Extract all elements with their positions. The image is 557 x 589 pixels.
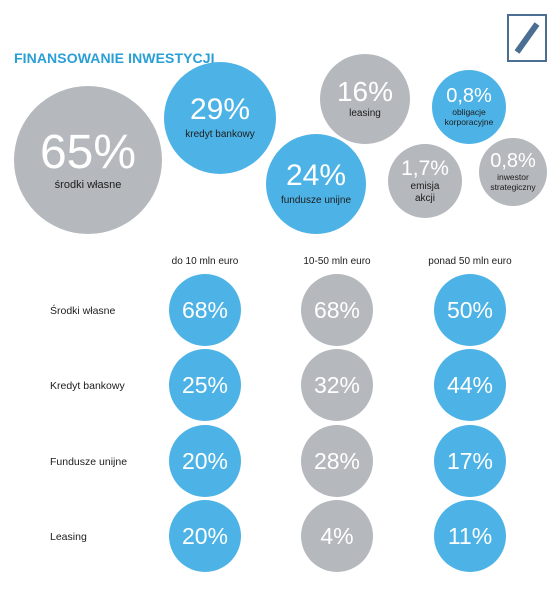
table-cell-circle: 68% <box>301 274 373 346</box>
bubble-label: leasing <box>349 108 381 120</box>
bubble-fundusze-unijne: 24% fundusze unijne <box>266 134 366 234</box>
table-cell-circle: 25% <box>169 349 241 421</box>
bubble-value: 1,7% <box>401 157 449 180</box>
row-label: Środki własne <box>50 305 116 317</box>
bubble-kredyt-bankowy: 29% kredyt bankowy <box>164 62 276 174</box>
column-header: do 10 mln euro <box>171 256 239 267</box>
table-cell-circle: 44% <box>434 349 506 421</box>
column-header: ponad 50 mln euro <box>428 256 512 267</box>
bubble-srodki-wlasne: 65% środki własne <box>14 86 162 234</box>
column-header: 10-50 mln euro <box>303 256 371 267</box>
row-label: Fundusze unijne <box>50 456 128 468</box>
bubble-value: 0,8% <box>446 85 492 108</box>
bubble-inwestor-strategiczny: 0,8% inwestor strategiczny <box>479 138 547 206</box>
table-cell-circle: 28% <box>301 425 373 497</box>
row-label: Leasing <box>50 531 87 543</box>
table-cell-circle: 32% <box>301 349 373 421</box>
bubble-label: kredyt bankowy <box>185 129 255 141</box>
bubble-value: 0,8% <box>490 150 536 173</box>
bubble-label: emisja akcji <box>410 181 440 204</box>
bubble-label: inwestor strategiczny <box>490 172 536 192</box>
table-cell-circle: 20% <box>169 500 241 572</box>
table-cell-circle: 68% <box>169 274 241 346</box>
bubble-label: obligacje korporacyjne <box>444 107 494 127</box>
bubble-label: fundusze unijne <box>280 195 352 207</box>
bubble-value: 24% <box>285 159 347 193</box>
bubble-leasing: 16% leasing <box>320 54 410 144</box>
bubble-label: środki własne <box>54 178 122 191</box>
table-cell-circle: 20% <box>169 425 241 497</box>
table-cell-circle: 11% <box>434 500 506 572</box>
bubble-obligacje-korporacyjne: 0,8% obligacje korporacyjne <box>432 70 506 144</box>
chart-title: FINANSOWANIE INWESTYCJI <box>14 50 215 66</box>
bubble-value: 16% <box>336 76 394 108</box>
table-cell-circle: 50% <box>434 274 506 346</box>
table-cell-circle: 17% <box>434 425 506 497</box>
bubble-value: 29% <box>189 93 251 127</box>
row-label: Kredyt bankowy <box>50 380 125 392</box>
table-cell-circle: 4% <box>301 500 373 572</box>
bubble-value: 65% <box>39 125 137 179</box>
bubble-emisja-akcji: 1,7% emisja akcji <box>388 144 462 218</box>
logo-icon <box>507 14 547 62</box>
